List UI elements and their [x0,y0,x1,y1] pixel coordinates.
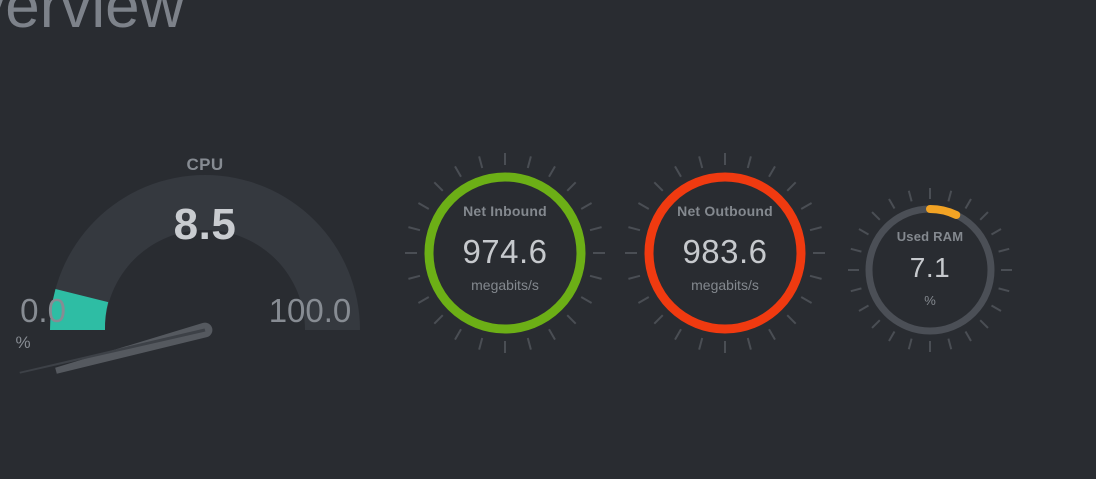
cpu-needle-highlight [19,328,206,374]
tick-marks [848,188,1012,352]
tick-marks [405,153,605,353]
page-title: Overview [0,0,185,41]
net-inbound-ring [424,172,586,334]
gauge-used-ram[interactable]: Used RAM 7.1 % [840,180,1020,360]
cpu-gauge-graphic [19,175,360,374]
net-inbound-gauge-graphic [405,153,605,353]
gauge-net-outbound[interactable]: Net Outbound 983.6 megabits/s [615,143,835,363]
cpu-value-arc [49,288,109,330]
tick-marks [625,153,825,353]
gauge-net-inbound[interactable]: Net Inbound 974.6 megabits/s [395,143,615,363]
net-outbound-ring [644,172,806,334]
used-ram-track [865,205,995,335]
cpu-dial-track [50,175,360,330]
used-ram-gauge-graphic [848,188,1012,352]
used-ram-value-arc [865,205,995,335]
cpu-needle [55,322,213,374]
net-outbound-gauge-graphic [625,153,825,353]
